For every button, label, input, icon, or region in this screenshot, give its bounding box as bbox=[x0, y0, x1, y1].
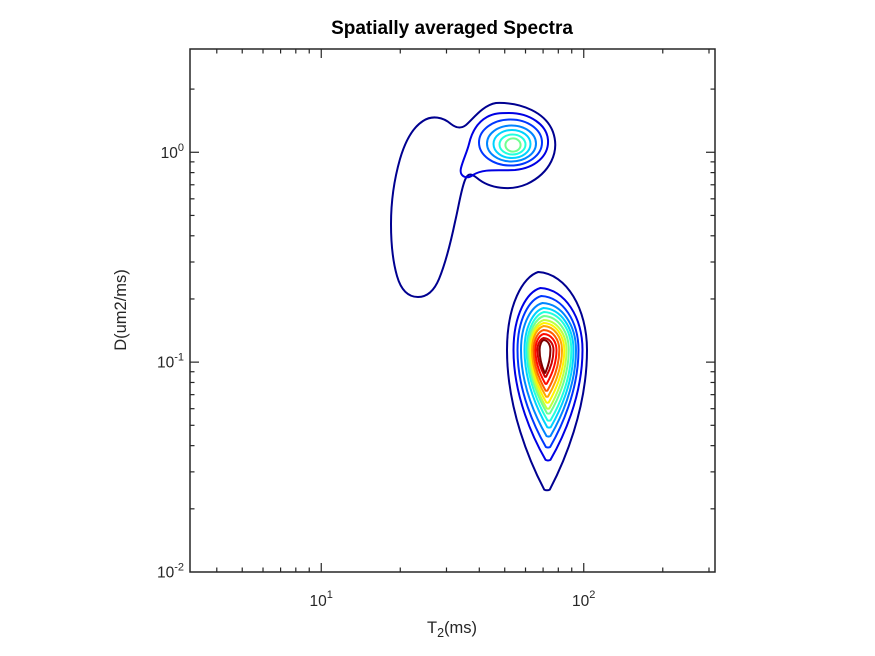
axes-box bbox=[189, 48, 716, 573]
contour-lines bbox=[390, 101, 588, 492]
y-tick-label: 100 bbox=[161, 142, 184, 162]
x-tick-label: 101 bbox=[310, 589, 333, 610]
contour-lower-level-9 bbox=[529, 322, 566, 404]
contour-upper-level-5 bbox=[492, 129, 532, 159]
axis-ticks bbox=[190, 49, 715, 572]
x-tick-label: 102 bbox=[572, 589, 595, 610]
contour-upper-level-4 bbox=[486, 124, 537, 163]
axis-tick-labels: 101 102 100 10-1 10-2 bbox=[157, 142, 595, 610]
contour-lower-level-11 bbox=[532, 329, 561, 392]
contour-lower-level-10 bbox=[531, 325, 563, 398]
contour-upper-level-1 bbox=[390, 101, 557, 298]
contour-lower-level-4 bbox=[520, 302, 577, 438]
contour-lower-level-6 bbox=[525, 311, 573, 422]
chart-title: Spatially averaged Spectra bbox=[331, 18, 573, 39]
contour-upper-level-7 bbox=[504, 137, 522, 153]
contour-lower-level-1 bbox=[506, 271, 588, 492]
contour-lower-level-3 bbox=[516, 295, 580, 449]
x-axis-label-units: (ms) bbox=[444, 619, 477, 637]
x-axis-label-base: T bbox=[427, 619, 437, 637]
contour-upper-level-6 bbox=[498, 133, 527, 156]
contour-lower-level-13 bbox=[536, 337, 555, 378]
y-tick-label: 10-2 bbox=[157, 562, 184, 582]
contour-lower-level-2 bbox=[512, 287, 584, 462]
contour-upper-level-3 bbox=[478, 118, 543, 167]
contour-lower-level-14 bbox=[538, 339, 552, 374]
contour-lower-level-5 bbox=[523, 307, 575, 429]
contour-upper-level-2 bbox=[459, 112, 550, 179]
x-axis-label-subscript: 2 bbox=[437, 626, 444, 640]
x-axis-label: T2(ms) bbox=[427, 619, 477, 640]
contour-lower-level-7 bbox=[527, 315, 570, 415]
y-tick-label: 10-1 bbox=[157, 352, 184, 372]
y-axis-label: D(um2/ms) bbox=[112, 269, 130, 351]
contour-lower-level-12 bbox=[534, 333, 558, 385]
contour-lower-level-8 bbox=[528, 319, 568, 410]
